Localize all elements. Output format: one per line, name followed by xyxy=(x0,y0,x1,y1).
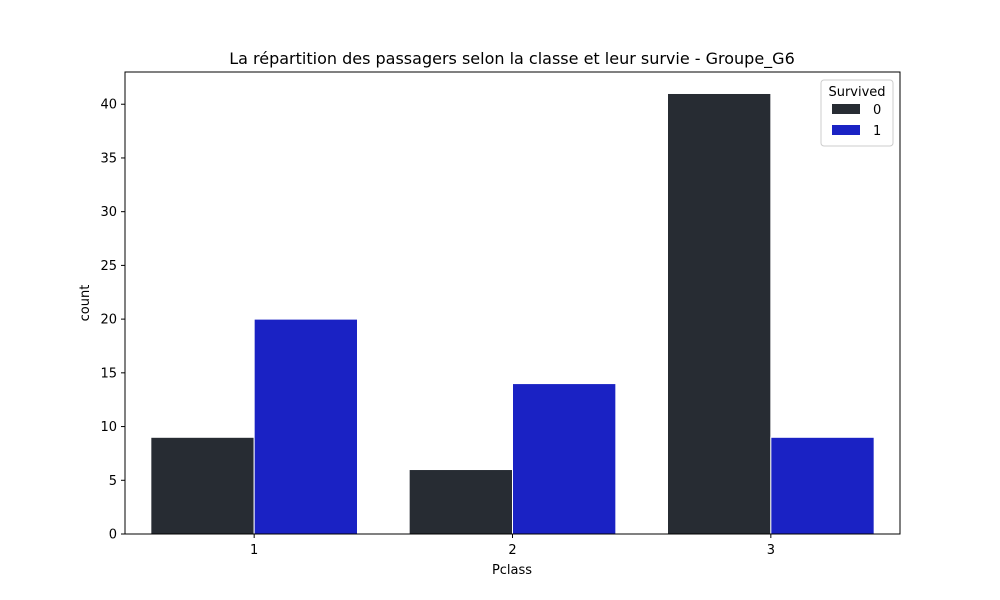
bar-class-1-survived-1 xyxy=(253,318,359,535)
y-tick-label: 15 xyxy=(100,366,117,381)
y-tick-label: 40 xyxy=(100,98,117,113)
legend-title: Survived xyxy=(828,85,885,100)
y-tick-label: 10 xyxy=(100,420,117,435)
bar-class-2-survived-0 xyxy=(408,469,513,535)
y-axis: 0 5 10 15 20 25 30 35 40 xyxy=(100,98,125,543)
y-tick-label: 5 xyxy=(109,474,117,489)
x-axis-label: Pclass xyxy=(492,563,532,578)
legend: Survived 01 xyxy=(820,79,894,147)
bar-class-3-survived-0 xyxy=(667,92,772,535)
x-tick-label: 1 xyxy=(250,543,258,558)
x-tick-label: 2 xyxy=(508,543,516,558)
y-axis-label: count xyxy=(78,285,93,322)
bars-group xyxy=(150,92,875,535)
legend-items: 01 xyxy=(832,103,881,139)
bar-class-2-survived-1 xyxy=(512,383,617,535)
legend-swatch-0 xyxy=(832,104,860,114)
y-tick-label: 30 xyxy=(100,205,117,220)
legend-label-0: 0 xyxy=(873,103,881,118)
x-tick-label: 3 xyxy=(767,543,775,558)
y-tick-label: 25 xyxy=(100,259,117,274)
x-axis: 1 2 3 xyxy=(250,534,775,558)
y-tick-label: 0 xyxy=(109,528,117,543)
bar-class-3-survived-1 xyxy=(770,436,875,535)
y-tick-label: 20 xyxy=(100,313,117,328)
chart-title: La répartition des passagers selon la cl… xyxy=(229,49,795,69)
y-tick-label: 35 xyxy=(100,151,117,166)
legend-swatch-1 xyxy=(832,125,860,135)
legend-label-1: 1 xyxy=(873,124,881,139)
bar-class-1-survived-0 xyxy=(150,436,255,535)
